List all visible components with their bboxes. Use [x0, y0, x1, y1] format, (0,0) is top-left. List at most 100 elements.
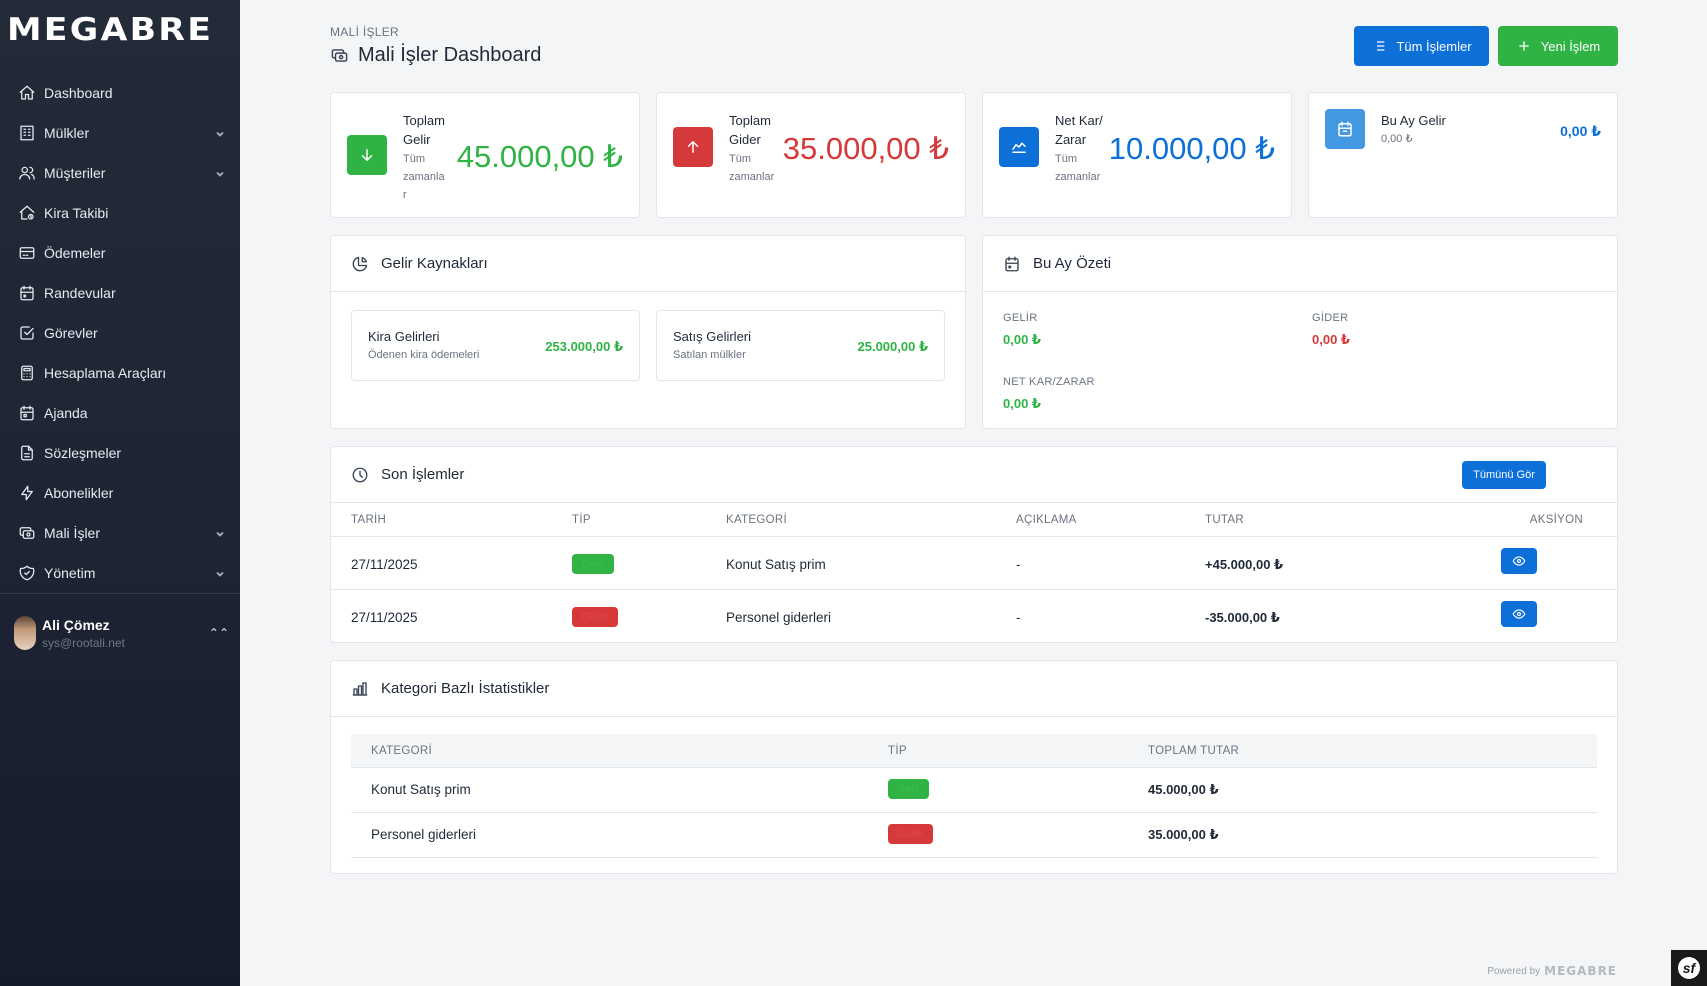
main-content: MALİ İŞLER Mali İşler Dashboard Tüm İşle…	[240, 0, 1707, 986]
card-header: Son İşlemler	[331, 447, 1617, 503]
sidebar-nav: Dashboard Mülkler Müşteriler Kira Takibi…	[0, 73, 240, 593]
bar-chart-icon	[352, 681, 368, 696]
total-income-value: 45.000,00 ₺	[456, 139, 623, 174]
calculator-icon	[18, 364, 36, 382]
calendar-icon	[1325, 109, 1365, 149]
sidebar-item-odemeler[interactable]: Ödemeler	[0, 233, 240, 273]
chevron-down-icon	[214, 567, 226, 579]
brand-logo[interactable]: MEGABRE	[7, 12, 214, 48]
arrow-down-icon	[347, 135, 387, 175]
total-expense-value: 35.000,00 ₺	[782, 131, 949, 166]
credit-card-icon	[18, 244, 36, 262]
chart-line-icon	[999, 127, 1039, 167]
month-income-summary: 0,00 ₺	[1003, 332, 1041, 347]
sidebar-item-label: Dashboard	[44, 85, 113, 101]
sidebar-item-sozlesmeler[interactable]: Sözleşmeler	[0, 433, 240, 473]
month-net-summary: 0,00 ₺	[1003, 396, 1041, 411]
month-income-value: 0,00 ₺	[1560, 123, 1601, 139]
card-header: Kategori Bazlı İstatistikler	[331, 661, 1617, 717]
sidebar-item-mulkler[interactable]: Mülkler	[0, 113, 240, 153]
card-header: Gelir Kaynakları	[331, 236, 965, 292]
clock-icon	[352, 467, 368, 482]
symfony-toolbar-icon[interactable]: sf	[1671, 950, 1707, 986]
sidebar-item-label: Kira Takibi	[44, 205, 109, 221]
category-stats-card: Kategori Bazlı İstatistikler KATEGORİ Tİ…	[330, 660, 1618, 874]
sidebar-item-label: Sözleşmeler	[44, 445, 122, 461]
eye-icon	[1512, 556, 1526, 566]
sidebar-item-kira-takibi[interactable]: Kira Takibi	[0, 193, 240, 233]
net-profit-value: 10.000,00 ₺	[1108, 131, 1275, 166]
income-sources-card: Gelir Kaynakları Kira Gelirleri Ödenen k…	[330, 235, 966, 429]
total-income-card: Toplam Gelir Tüm zamanla r 45.000,00 ₺	[330, 92, 640, 218]
sidebar-item-label: Ödemeler	[44, 245, 106, 261]
building-icon	[18, 124, 36, 142]
type-badge: Gider	[572, 607, 618, 627]
user-email: sys@rootali.net	[42, 635, 125, 650]
pie-chart-icon	[352, 256, 368, 271]
sidebar-item-label: Müşteriler	[44, 165, 106, 181]
bolt-icon	[18, 484, 36, 502]
cash-icon	[331, 49, 348, 62]
sidebar-item-label: Görevler	[44, 325, 98, 341]
home-icon	[18, 84, 36, 102]
calendar-event-icon	[18, 404, 36, 422]
sidebar-item-label: Ajanda	[44, 405, 88, 421]
sidebar-item-abonelikler[interactable]: Abonelikler	[0, 473, 240, 513]
total-expense-card: Toplam Gider Tüm zamanlar 35.000,00 ₺	[656, 92, 966, 218]
type-badge: Gelir	[888, 779, 929, 799]
file-text-icon	[18, 444, 36, 462]
month-summary-card: Bu Ay Özeti GELİR 0,00 ₺ GİDER 0,00 ₺ NE…	[982, 235, 1618, 429]
type-badge: Gelir	[572, 554, 614, 574]
view-button[interactable]	[1501, 601, 1537, 627]
sidebar-item-dashboard[interactable]: Dashboard	[0, 73, 240, 113]
recent-transactions-card: Son İşlemler Tümünü Gör TARİH TİP KATEGO…	[330, 446, 1618, 643]
sidebar-item-mali-isler[interactable]: Mali İşler	[0, 513, 240, 553]
arrow-up-icon	[673, 127, 713, 167]
sales-income-item: Satış Gelirleri Satılan mülkler 25.000,0…	[656, 310, 945, 381]
sidebar-item-yonetim[interactable]: Yönetim	[0, 553, 240, 593]
month-income-card: Bu Ay Gelir 0,00 ₺ 0,00 ₺	[1308, 92, 1618, 218]
cash-icon	[18, 524, 36, 542]
sidebar-item-label: Hesaplama Araçları	[44, 365, 167, 381]
sidebar-item-label: Randevular	[44, 285, 116, 301]
plus-icon	[1519, 41, 1529, 51]
card-header: Bu Ay Özeti	[983, 236, 1617, 292]
user-name: Ali Çömez	[42, 616, 110, 633]
chevron-down-icon	[214, 127, 226, 139]
user-menu[interactable]: Ali Çömez sys@rootali.net ⌃⌃	[14, 608, 229, 658]
shield-icon	[18, 564, 36, 582]
view-all-button[interactable]: Tümünü Gör	[1462, 461, 1546, 489]
new-transaction-button[interactable]: Yeni İşlem	[1498, 26, 1618, 66]
house-rent-icon	[18, 204, 36, 222]
sidebar-item-label: Yönetim	[44, 565, 96, 581]
page-title: Mali İşler Dashboard	[330, 44, 541, 67]
sidebar-item-label: Mülkler	[44, 125, 90, 141]
chevron-up-icon[interactable]: ⌃⌃	[208, 626, 229, 640]
sidebar-item-hesaplama-araclari[interactable]: Hesaplama Araçları	[0, 353, 240, 393]
footer: Powered by MEGABRE	[1487, 964, 1617, 978]
sidebar-item-ajanda[interactable]: Ajanda	[0, 393, 240, 433]
avatar	[14, 616, 36, 650]
calendar-icon	[18, 284, 36, 302]
sidebar-item-gorevler[interactable]: Görevler	[0, 313, 240, 353]
view-button[interactable]	[1501, 548, 1537, 574]
checkbox-icon	[18, 324, 36, 342]
chevron-down-icon	[214, 167, 226, 179]
sidebar-item-label: Abonelikler	[44, 485, 114, 501]
all-transactions-button[interactable]: Tüm İşlemler	[1354, 26, 1489, 66]
calendar-icon	[1005, 256, 1019, 271]
sidebar-item-randevular[interactable]: Randevular	[0, 273, 240, 313]
sidebar-item-label: Mali İşler	[44, 525, 101, 541]
list-icon	[1374, 41, 1385, 51]
sidebar-item-musteriler[interactable]: Müşteriler	[0, 153, 240, 193]
rent-income-item: Kira Gelirleri Ödenen kira ödemeleri 253…	[351, 310, 640, 381]
net-profit-card: Net Kar/Zarar Tüm zamanlar 10.000,00 ₺	[982, 92, 1292, 218]
users-icon	[18, 164, 36, 182]
sidebar: MEGABRE Dashboard Mülkler Müşteriler Kir…	[0, 0, 240, 986]
chevron-down-icon	[214, 527, 226, 539]
sidebar-divider	[0, 593, 240, 594]
footer-brand[interactable]: MEGABRE	[1544, 964, 1617, 978]
page-pretitle: MALİ İŞLER	[330, 25, 400, 39]
eye-icon	[1512, 609, 1526, 619]
month-expense-summary: 0,00 ₺	[1312, 332, 1350, 347]
